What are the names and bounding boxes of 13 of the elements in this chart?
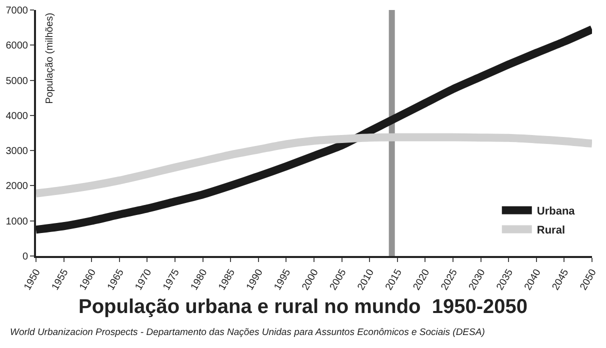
- text: População urbana e rural no mundo 1950-2050: [78, 296, 528, 318]
- y-tick-label: 7000: [6, 6, 28, 16]
- y-tick-label: 0: [22, 252, 28, 262]
- legend-label: Urbana: [536, 205, 576, 218]
- y-tick-label: 1000: [6, 216, 28, 228]
- y-tick-label: 3000: [6, 146, 28, 158]
- legend-label: Rural: [536, 224, 566, 236]
- y-axis-title: População (milhões): [44, 12, 56, 104]
- y-tick-label: 4000: [6, 110, 28, 122]
- y-tick-label: 6000: [6, 40, 28, 52]
- text: World Urbanizacion Prospects - Departamento das Nações Unidas para Assuntos Econômicos e Sociais (DESA): [10, 327, 485, 338]
- y-tick-label: 2000: [6, 181, 28, 192]
- y-tick-label: 5000: [6, 76, 28, 87]
